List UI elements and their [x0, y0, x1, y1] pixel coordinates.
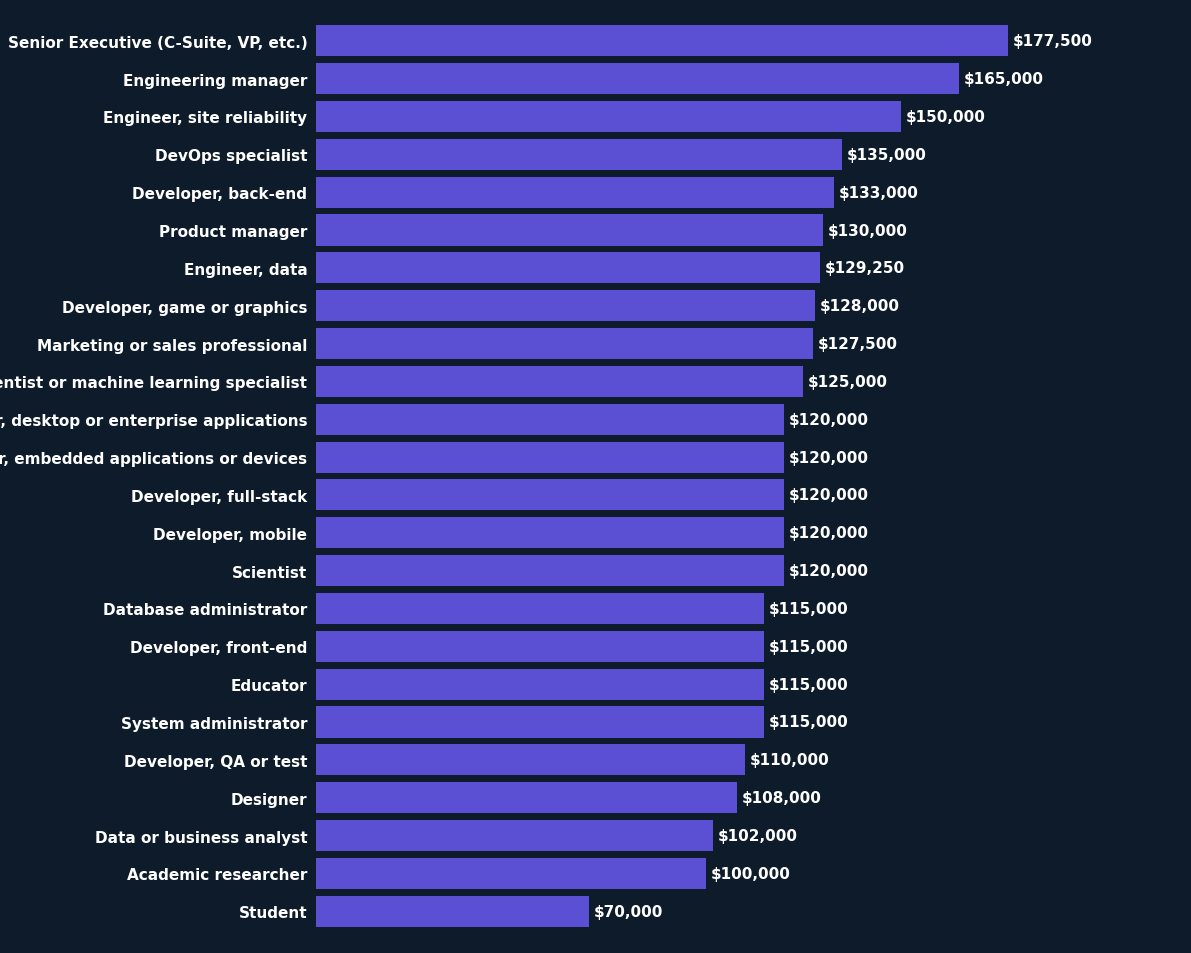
Bar — [316, 744, 744, 776]
Bar — [316, 253, 819, 284]
Text: $115,000: $115,000 — [769, 601, 849, 617]
Text: $120,000: $120,000 — [788, 488, 868, 503]
Text: $120,000: $120,000 — [788, 526, 868, 540]
Bar — [316, 27, 1008, 57]
Text: $108,000: $108,000 — [742, 790, 822, 805]
Text: $115,000: $115,000 — [769, 639, 849, 654]
Bar — [316, 442, 784, 473]
Bar — [316, 631, 765, 662]
Bar — [316, 404, 784, 436]
Text: $127,500: $127,500 — [817, 336, 898, 352]
Bar — [316, 707, 765, 738]
Text: $130,000: $130,000 — [828, 223, 908, 238]
Bar — [316, 64, 959, 95]
Text: $70,000: $70,000 — [593, 903, 662, 919]
Text: $120,000: $120,000 — [788, 563, 868, 578]
Bar — [316, 291, 815, 322]
Text: $133,000: $133,000 — [840, 186, 919, 200]
Text: $102,000: $102,000 — [718, 828, 798, 843]
Text: $110,000: $110,000 — [749, 753, 829, 767]
Text: $125,000: $125,000 — [807, 375, 887, 390]
Text: $115,000: $115,000 — [769, 677, 849, 692]
Bar — [316, 896, 588, 926]
Bar — [316, 821, 713, 851]
Bar — [316, 367, 803, 397]
Text: $128,000: $128,000 — [819, 299, 899, 314]
Text: $115,000: $115,000 — [769, 715, 849, 730]
Bar — [316, 215, 823, 246]
Bar — [316, 556, 784, 586]
Bar — [316, 858, 705, 889]
Bar — [316, 177, 835, 209]
Text: $135,000: $135,000 — [847, 148, 927, 163]
Text: $150,000: $150,000 — [905, 110, 985, 125]
Bar — [316, 669, 765, 700]
Bar — [316, 480, 784, 511]
Bar — [316, 140, 842, 171]
Bar — [316, 517, 784, 549]
Text: $177,500: $177,500 — [1012, 34, 1092, 50]
Text: $100,000: $100,000 — [710, 866, 790, 881]
Bar — [316, 329, 813, 359]
Text: $120,000: $120,000 — [788, 413, 868, 427]
Bar — [316, 102, 900, 132]
Bar — [316, 594, 765, 624]
Text: $165,000: $165,000 — [964, 72, 1043, 87]
Text: $129,250: $129,250 — [824, 261, 904, 276]
Bar — [316, 782, 737, 813]
Text: $120,000: $120,000 — [788, 450, 868, 465]
